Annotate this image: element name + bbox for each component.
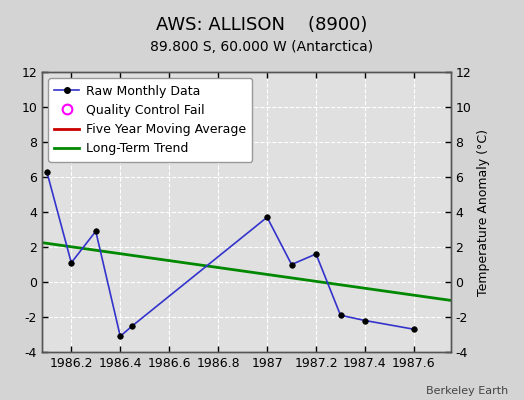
Legend: Raw Monthly Data, Quality Control Fail, Five Year Moving Average, Long-Term Tren: Raw Monthly Data, Quality Control Fail, … <box>48 78 252 162</box>
Y-axis label: Temperature Anomaly (°C): Temperature Anomaly (°C) <box>477 128 490 296</box>
Text: Berkeley Earth: Berkeley Earth <box>426 386 508 396</box>
Text: 89.800 S, 60.000 W (Antarctica): 89.800 S, 60.000 W (Antarctica) <box>150 40 374 54</box>
Text: AWS: ALLISON    (8900): AWS: ALLISON (8900) <box>156 16 368 34</box>
